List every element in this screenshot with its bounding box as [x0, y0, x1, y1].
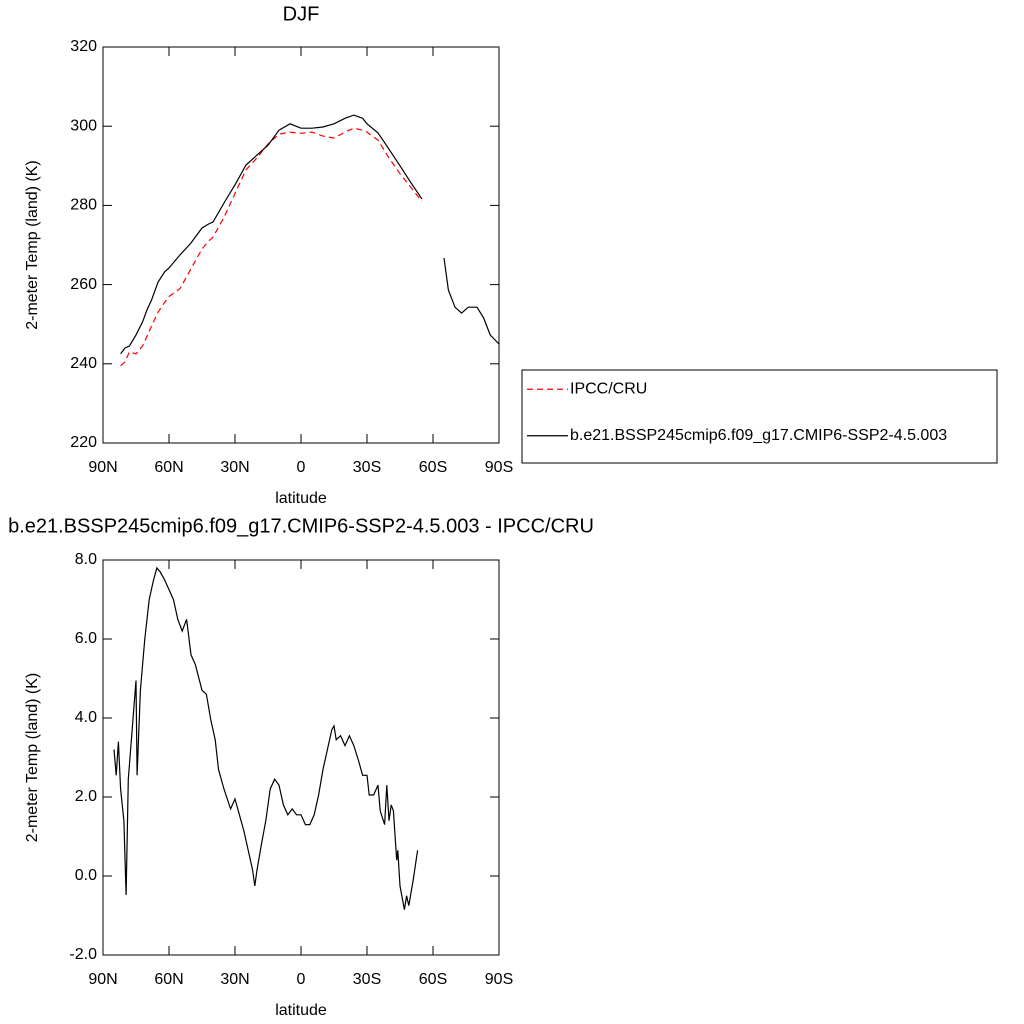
y-tick-label: 2.0 — [75, 788, 97, 805]
y-axis-label: 2-meter Temp (land) (K) — [24, 160, 41, 330]
y-tick-label: 4.0 — [75, 709, 97, 726]
x-axis-label: latitude — [275, 490, 327, 507]
y-tick-label: 240 — [70, 355, 97, 372]
x-tick-label: 30N — [220, 971, 249, 988]
y-tick-label: 280 — [70, 197, 97, 214]
x-tick-label: 90S — [485, 971, 513, 988]
data-line — [113, 566, 419, 910]
plot-frame — [102, 46, 500, 444]
x-tick-label: 90N — [88, 971, 117, 988]
x-tick-label: 30N — [220, 459, 249, 476]
x-tick-label: 60N — [154, 459, 183, 476]
y-tick-label: 0.0 — [75, 867, 97, 884]
y-tick-label: -2.0 — [69, 946, 97, 963]
x-tick-label: 0 — [297, 459, 306, 476]
data-line — [120, 114, 500, 355]
x-tick-label: 30S — [353, 459, 381, 476]
chart-title: DJF — [283, 3, 320, 25]
plot-frame — [102, 559, 500, 956]
x-tick-label: 0 — [297, 971, 306, 988]
legend-label: b.e21.BSSP245cmip6.f09_g17.CMIP6-SSP2-4.… — [570, 427, 947, 444]
y-tick-label: 220 — [70, 434, 97, 451]
y-tick-label: 260 — [70, 276, 97, 293]
chart-title: b.e21.BSSP245cmip6.f09_g17.CMIP6-SSP2-4.… — [8, 515, 594, 537]
legend-label: IPCC/CRU — [570, 380, 647, 397]
x-tick-label: 90N — [88, 459, 117, 476]
x-tick-label: 90S — [485, 459, 513, 476]
x-tick-label: 30S — [353, 971, 381, 988]
y-tick-label: 6.0 — [75, 630, 97, 647]
x-axis-label: latitude — [275, 1002, 327, 1019]
x-tick-label: 60S — [419, 459, 447, 476]
y-tick-label: 8.0 — [75, 551, 97, 568]
legend-box — [521, 369, 998, 464]
x-tick-label: 60S — [419, 971, 447, 988]
data-line — [120, 127, 423, 367]
y-tick-label: 300 — [70, 117, 97, 134]
y-tick-label: 320 — [70, 38, 97, 55]
y-axis-label: 2-meter Temp (land) (K) — [24, 673, 41, 843]
x-tick-label: 60N — [154, 971, 183, 988]
